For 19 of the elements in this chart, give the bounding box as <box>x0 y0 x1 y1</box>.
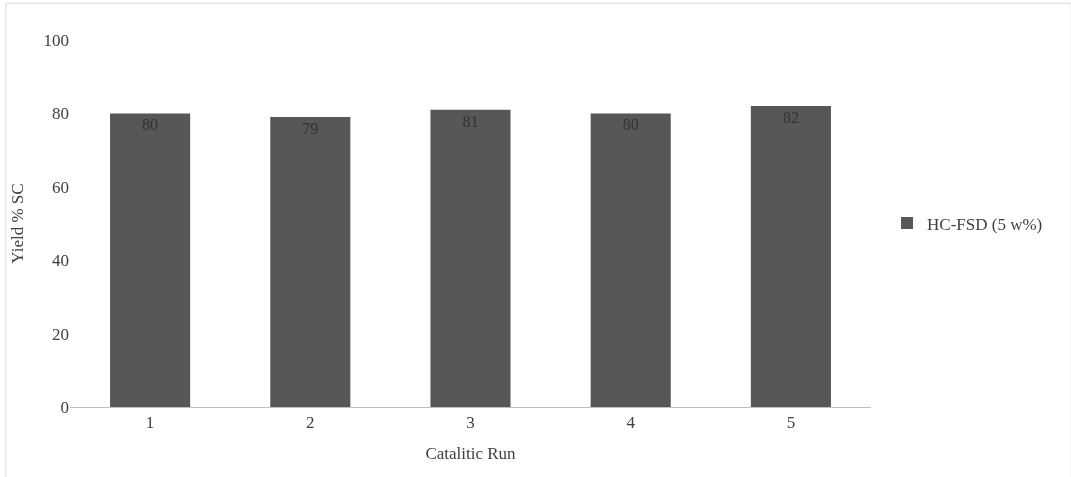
x-tick-label: 5 <box>786 413 796 433</box>
y-tick-label: 60 <box>52 177 69 197</box>
y-tick-label: 20 <box>52 324 69 344</box>
y-tick-label: 80 <box>52 104 69 124</box>
x-tick-label: 2 <box>306 413 315 433</box>
bar <box>430 109 511 407</box>
x-tick-label: 3 <box>466 413 475 433</box>
bar <box>750 106 831 407</box>
bar <box>270 117 351 407</box>
x-tick-label: 4 <box>626 413 636 433</box>
y-tick-label: 0 <box>60 397 69 417</box>
legend-label: HC-FSD (5 w%) <box>927 214 1043 234</box>
y-axis-title: Yield % SC <box>8 183 28 264</box>
x-tick-label: 1 <box>145 413 155 433</box>
bar <box>590 113 671 407</box>
x-axis-title: Catalitic Run <box>425 443 517 463</box>
bar <box>110 113 191 407</box>
y-tick-label: 40 <box>52 251 69 271</box>
y-tick-label: 100 <box>43 30 69 50</box>
